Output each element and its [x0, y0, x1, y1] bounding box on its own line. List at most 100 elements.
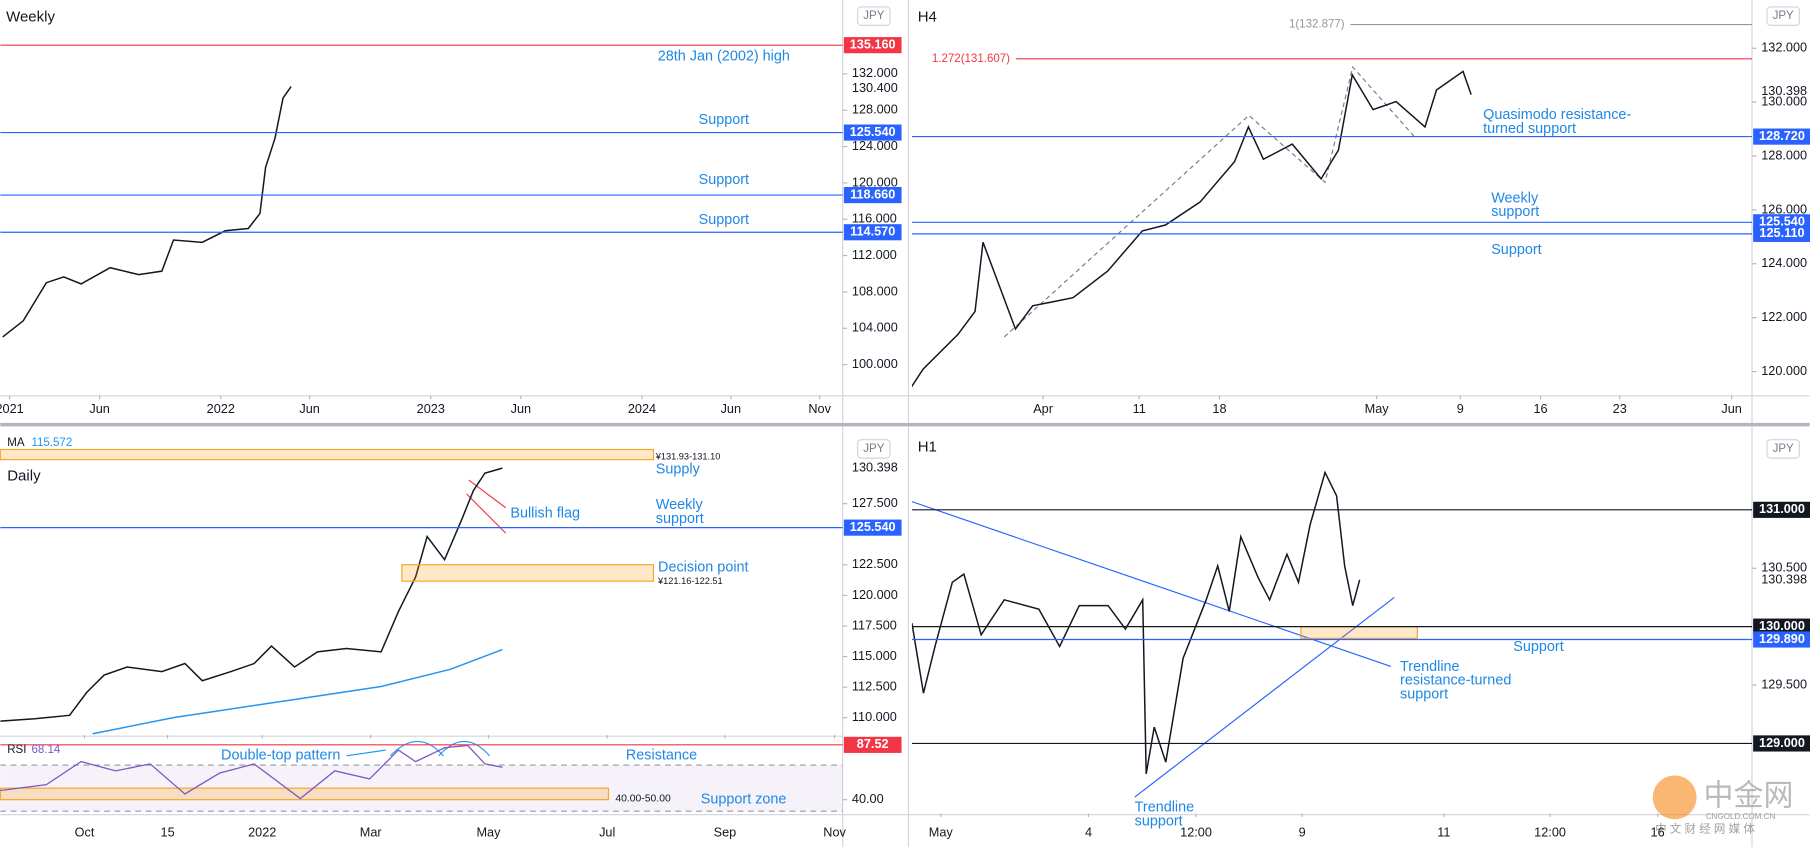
panel-title: H1 — [918, 439, 937, 456]
price-line — [911, 70, 1472, 388]
plot-area — [911, 70, 1472, 388]
last-price: 130.398 — [1761, 84, 1807, 98]
y-tick-label: 128.000 — [852, 103, 898, 117]
trendline — [1134, 596, 1395, 798]
rsi-zone — [0, 787, 610, 801]
ma-name: MA — [7, 437, 25, 449]
level-label: 125.540 — [1759, 215, 1805, 229]
trendline-note: Trendline — [1400, 659, 1460, 675]
y-tick-label: 108.000 — [852, 284, 898, 298]
level-label: 130.000 — [1759, 619, 1805, 633]
currency-button[interactable] — [1766, 439, 1800, 459]
level-label: 118.660 — [850, 187, 895, 201]
rsi-y-tick-label: 40.00 — [852, 792, 884, 806]
currency-label: JPY — [863, 10, 884, 22]
y-tick-label: 129.500 — [1761, 677, 1807, 691]
price-line — [2, 86, 292, 338]
plot-area — [2, 86, 292, 338]
y-tick-label: 124.000 — [852, 139, 898, 153]
watermark-tagline: 中 文 财 经 网 媒 体 — [1655, 822, 1755, 836]
fib-label: 1(132.877) — [1289, 19, 1345, 31]
rsi-zone-label: 40.00-50.00 — [615, 793, 671, 804]
last-price: 130.398 — [852, 461, 898, 475]
zone-note: Decision point — [658, 560, 749, 576]
level-label-box — [843, 37, 902, 54]
rsi-name: RSI — [7, 744, 26, 756]
y-tick-label: 132.000 — [852, 66, 898, 80]
zone-note: Supply — [656, 461, 701, 477]
level-label: 128.720 — [1759, 129, 1805, 143]
y-tick-label: 130.000 — [1761, 94, 1807, 108]
x-tick-label: 9 — [1299, 826, 1306, 840]
trendline-note: support — [1135, 813, 1183, 829]
currency-button[interactable] — [857, 6, 891, 26]
x-tick-label: 11 — [1133, 402, 1146, 416]
level-label-box — [1753, 618, 1810, 635]
arrow — [346, 749, 386, 757]
x-tick-label: Mar — [360, 826, 383, 840]
x-tick-label: 11 — [1437, 826, 1450, 840]
level-label-box — [1753, 735, 1810, 752]
level-note: Support — [1513, 639, 1563, 655]
level-label: 131.000 — [1759, 502, 1805, 516]
zone — [401, 564, 655, 582]
x-tick-label: Jul — [599, 826, 615, 840]
y-tick-label: 120.000 — [852, 175, 898, 189]
x-tick-label: May — [1365, 402, 1390, 416]
x-tick-label: 4 — [1085, 826, 1092, 840]
annotation: Bullish flag — [510, 505, 580, 521]
currency-label: JPY — [1773, 10, 1794, 22]
level-note: Weekly — [1491, 190, 1539, 206]
y-tick-label: 122.000 — [1761, 310, 1807, 324]
x-tick-label: Nov — [808, 402, 831, 416]
currency-button[interactable] — [1766, 6, 1800, 26]
level-note: 28th Jan (2002) high — [658, 48, 790, 64]
rsi-annotation: Double-top pattern — [221, 748, 340, 764]
level-note: Support — [699, 172, 749, 188]
ma-line — [92, 648, 503, 735]
level-note: support — [656, 511, 704, 527]
y-tick-label: 117.500 — [852, 618, 897, 632]
x-tick-label: Apr — [1033, 402, 1054, 416]
currency-button[interactable] — [857, 439, 891, 459]
plot-area — [0, 467, 503, 735]
level-label: 87.52 — [857, 737, 889, 751]
y-tick-label: 132.000 — [1761, 41, 1807, 55]
zone-label: ¥131.93-131.10 — [655, 451, 721, 461]
x-tick-label: Sep — [714, 826, 737, 840]
level-note: Quasimodo resistance- — [1483, 107, 1631, 123]
x-tick-label: 12:00 — [1534, 826, 1566, 840]
x-tick-label: 2023 — [417, 402, 445, 416]
panel-title: Weekly — [6, 8, 55, 25]
zone — [1300, 626, 1418, 639]
flag-line — [466, 493, 507, 534]
watermark-title: 中金网 — [1704, 779, 1794, 812]
y-tick-label: 120.000 — [852, 588, 898, 602]
x-tick-label: May — [929, 826, 954, 840]
y-tick-label: 115.000 — [852, 649, 897, 663]
x-tick-label: 2024 — [628, 402, 656, 416]
x-tick-label: 23 — [1613, 402, 1627, 416]
panel-title: H4 — [918, 8, 937, 25]
trendline-note: support — [1400, 686, 1448, 702]
level-label: 114.570 — [850, 225, 895, 239]
price-line — [911, 470, 1361, 774]
x-tick-label: 16 — [1534, 402, 1548, 416]
rsi-value: 68.14 — [31, 744, 60, 756]
rsi-zone-note: Support zone — [701, 792, 787, 808]
level-label: 125.540 — [850, 520, 896, 534]
x-tick-label: Jun — [511, 402, 531, 416]
panel-title: Daily — [7, 468, 41, 485]
currency-label: JPY — [863, 443, 884, 455]
x-tick-label: Jun — [721, 402, 741, 416]
level-label: 129.890 — [1759, 632, 1805, 646]
level-label-box — [843, 224, 902, 241]
x-tick-label: 15 — [161, 826, 175, 840]
y-tick-label: 120.000 — [1761, 364, 1807, 378]
trendline-note: Trendline — [1135, 800, 1195, 816]
y-tick-label: 127.500 — [852, 496, 898, 510]
level-note: Support — [699, 212, 749, 228]
x-tick-label: 2021 — [0, 402, 24, 416]
